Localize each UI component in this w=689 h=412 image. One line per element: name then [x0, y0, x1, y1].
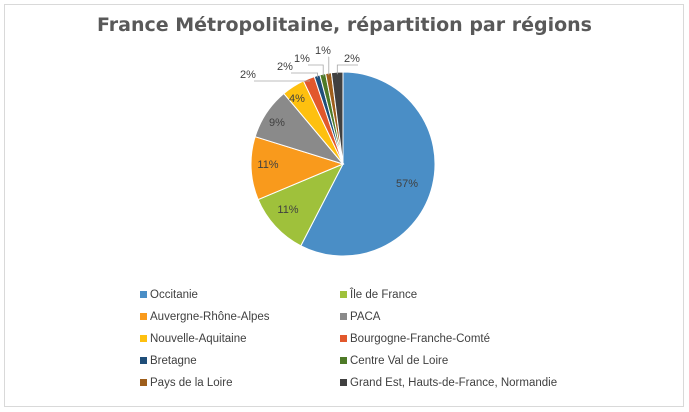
- legend-label: Occitanie: [150, 289, 198, 301]
- legend-swatch: [340, 357, 347, 364]
- data-label-7: 2%: [277, 61, 293, 73]
- legend-swatch: [140, 313, 147, 320]
- data-label-8: 1%: [294, 53, 310, 65]
- pie-slice-2: [257, 163, 345, 247]
- data-label-5: 4%: [289, 93, 305, 105]
- leader-line-10: [336, 64, 358, 75]
- legend-swatch: [340, 313, 347, 320]
- legend-label: Pays de la Loire: [150, 377, 233, 389]
- legend-swatch: [140, 291, 147, 298]
- legend-label: Nouvelle-Aquitaine: [150, 333, 247, 345]
- legend-label: Grand Est, Hauts-de-France, Normandie: [350, 377, 558, 389]
- data-label-10: 2%: [344, 53, 360, 65]
- data-label-9: 1%: [315, 45, 331, 57]
- legend-swatch: [340, 379, 347, 386]
- legend-swatch: [140, 357, 147, 364]
- legend-swatch: [140, 335, 147, 342]
- data-label-1: 57%: [396, 178, 418, 190]
- legend-swatch: [140, 379, 147, 386]
- data-label-3: 11%: [257, 159, 278, 171]
- legend-label: Bretagne: [150, 355, 197, 367]
- pie-slice-3: [250, 136, 345, 201]
- legend-label: PACA: [350, 311, 381, 323]
- legend-label: Île de France: [350, 289, 418, 301]
- data-label-4: 9%: [269, 117, 285, 129]
- pie-slice-1: [300, 71, 436, 257]
- leader-line-6: [254, 80, 311, 82]
- legend-label: Auvergne-Rhône-Alpes: [150, 311, 270, 323]
- leader-line-7: [291, 72, 319, 78]
- data-label-6: 2%: [240, 69, 256, 81]
- legend-label: Bourgogne-Franche-Comté: [350, 333, 490, 345]
- leader-line-8: [308, 64, 324, 77]
- legend-swatch: [340, 335, 347, 342]
- legend-label: Centre Val de Loire: [350, 355, 449, 367]
- chart-title: France Métropolitaine, répartition par r…: [97, 14, 592, 36]
- legend-swatch: [340, 291, 347, 298]
- data-label-2: 11%: [277, 204, 298, 216]
